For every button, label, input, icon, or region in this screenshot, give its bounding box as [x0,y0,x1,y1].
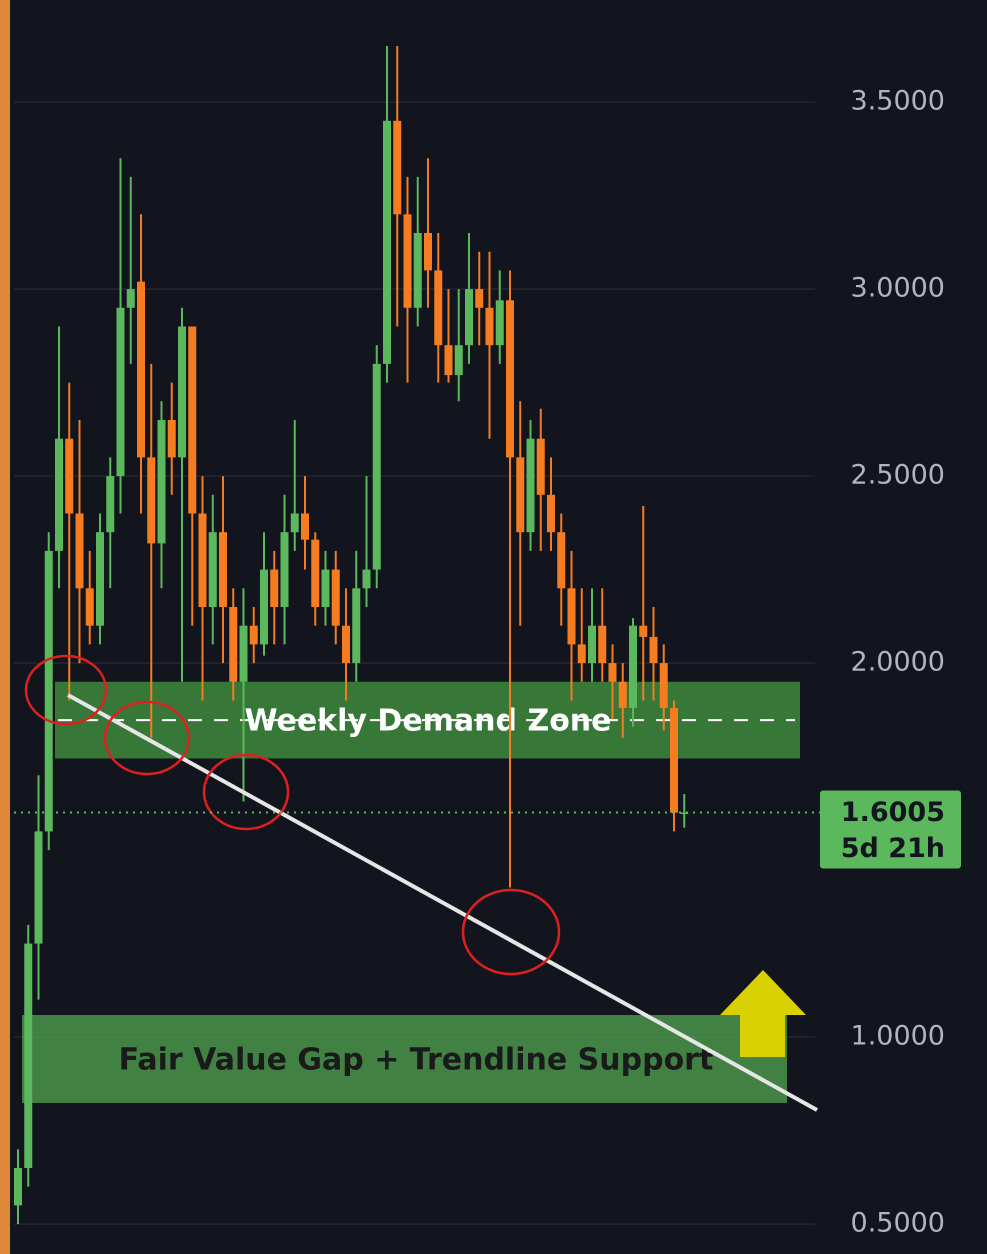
y-tick-label: 3.5000 [851,86,945,117]
up-arrow [720,970,806,1057]
price-tag-value: 1.6005 [841,797,945,828]
candle-body [629,625,637,708]
y-tick-label: 2.5000 [851,460,945,491]
candle-body [557,532,566,589]
candle-body [465,289,473,346]
price-tag-countdown: 5d 21h [841,833,945,864]
candle-body [260,569,268,645]
overlay [24,654,818,1112]
candle-body [485,307,494,346]
candle-body [506,300,514,458]
candle-body [608,663,617,682]
candle-body [157,419,166,544]
y-tick-label: 0.5000 [851,1208,945,1239]
candle-body [55,438,63,551]
zones: Weekly Demand Zone Fair Value Gap + Trend… [22,681,800,1103]
candle-body [198,513,207,607]
left-edge [0,0,10,1254]
candle-body [475,289,484,308]
candle-body [126,289,135,308]
candle-body [229,606,238,682]
candle-body [239,625,248,682]
candle-body [618,681,627,708]
candles [14,46,689,1225]
candle-body [383,120,391,364]
candle-body [321,569,330,607]
candle-body [680,812,689,815]
candle-body [670,707,678,813]
candle-body [290,513,299,533]
candle-body [147,457,156,544]
candle-body [65,438,74,514]
candle-body [434,270,443,346]
circle-marker [461,888,561,976]
candle-body [219,532,227,607]
candle-body [178,326,186,458]
candle-body [649,636,658,664]
candle-body [352,588,361,664]
candle-body [413,232,422,308]
candle-body [137,281,145,458]
candle-body [495,300,504,346]
candle-body [331,569,340,626]
candle-body [44,550,53,832]
zone-label: Weekly Demand Zone [244,704,611,739]
zone-label: Fair Value Gap + Trendline Support [119,1042,714,1077]
candle-body [249,625,258,645]
circle-marker [202,753,290,831]
candle-body [598,625,607,664]
candle-body [362,569,371,589]
candle-body [24,943,33,1168]
candle-body [208,532,217,607]
candle-body [444,345,453,376]
candle-body [424,232,432,271]
price-axis: 0.5000 1.0000 2.0000 2.5000 3.0000 3.5000 [851,86,945,1239]
candle-body [167,419,176,458]
candle-body [280,532,289,607]
candle-body [577,644,586,664]
candle-body [342,625,350,664]
trendline [67,693,818,1112]
candle-body [536,438,545,495]
candle-body [75,513,84,589]
candle-body [34,831,43,944]
candle-body [639,625,648,637]
candle-body [116,307,125,477]
circle-marker [24,654,108,726]
candle-body [588,625,596,664]
candle-body [311,539,320,607]
candle-body [659,663,668,708]
y-tick-label: 2.0000 [851,647,945,678]
y-tick-label: 3.0000 [851,273,945,304]
candle-body [188,326,197,514]
candle-body [96,532,104,626]
candle-body [106,476,115,533]
candle-body [85,588,94,626]
candle-body [270,569,279,607]
price-tag-box [820,790,961,869]
candle-body [301,513,309,540]
zone [22,1015,787,1103]
candle-body [526,438,535,533]
candle-body [403,214,412,308]
price-tag: 1.6005 5d 21h [14,790,961,869]
candle-body [393,120,402,215]
y-tick-label: 1.0000 [851,1021,945,1052]
candle-body [372,363,381,570]
circle-marker [103,700,191,776]
candle-body [516,457,525,533]
candle-body [547,494,555,533]
candle-body [14,1167,22,1206]
candle-body [454,345,463,376]
candle-body [567,588,576,645]
